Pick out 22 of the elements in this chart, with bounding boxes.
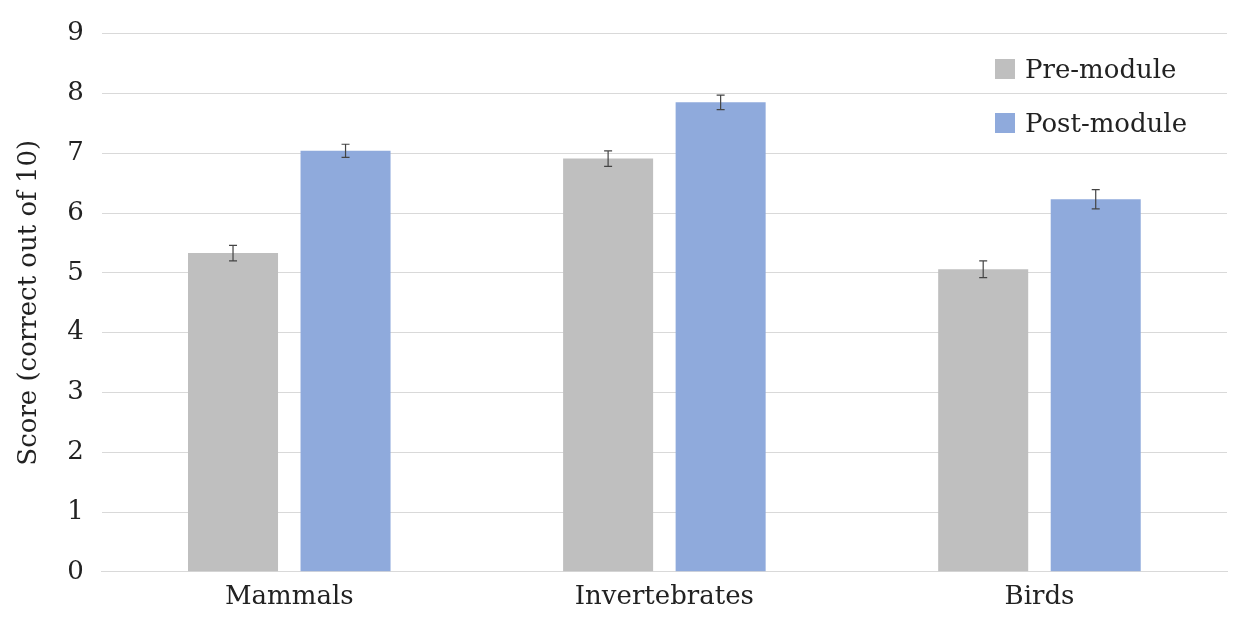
y-axis-title: Score (correct out of 10): [12, 139, 43, 466]
bar: [188, 253, 279, 572]
bar: [563, 158, 654, 572]
bar: [300, 150, 391, 572]
x-tick-label: Invertebrates: [574, 580, 754, 611]
y-tick-label: 5: [67, 255, 84, 286]
y-tick-label: 8: [67, 76, 84, 107]
bar: [675, 102, 766, 572]
bar: [1050, 199, 1141, 572]
legend-label: Post-module: [1025, 106, 1188, 140]
legend-label: Pre-module: [1025, 52, 1177, 86]
y-tick-label: 6: [67, 195, 84, 226]
y-tick-label: 1: [67, 494, 84, 525]
y-tick-label: 4: [67, 315, 84, 346]
y-tick-label: 0: [67, 554, 84, 585]
x-tick-label: Mammals: [224, 580, 354, 611]
x-tick-label: Birds: [1004, 580, 1075, 611]
bar: [938, 269, 1029, 572]
y-tick-label: 2: [67, 434, 84, 465]
y-tick-label: 9: [67, 16, 84, 47]
y-tick-label: 7: [67, 135, 84, 166]
y-tick-label: 3: [67, 375, 84, 406]
